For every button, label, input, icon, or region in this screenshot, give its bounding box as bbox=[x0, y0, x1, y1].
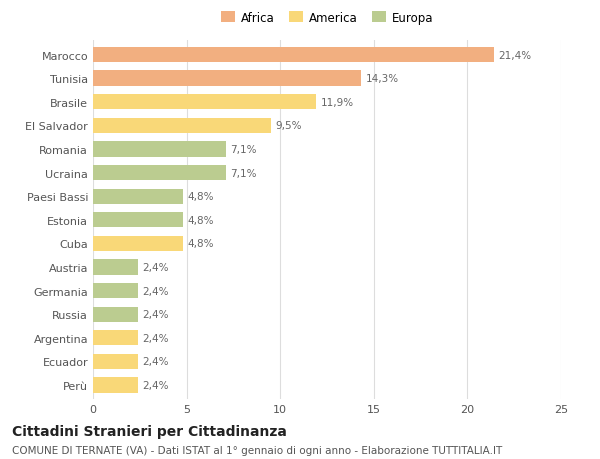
Legend: Africa, America, Europa: Africa, America, Europa bbox=[217, 8, 437, 28]
Text: 2,4%: 2,4% bbox=[143, 309, 169, 319]
Bar bbox=[93, 378, 138, 393]
Text: 7,1%: 7,1% bbox=[230, 168, 257, 178]
Bar bbox=[93, 166, 226, 181]
Text: 7,1%: 7,1% bbox=[230, 145, 257, 155]
Text: 14,3%: 14,3% bbox=[365, 74, 398, 84]
Bar bbox=[93, 330, 138, 346]
Text: 4,8%: 4,8% bbox=[188, 192, 214, 202]
Bar bbox=[93, 260, 138, 275]
Bar bbox=[93, 213, 183, 228]
Bar bbox=[93, 71, 361, 87]
Text: 9,5%: 9,5% bbox=[275, 121, 302, 131]
Text: Cittadini Stranieri per Cittadinanza: Cittadini Stranieri per Cittadinanza bbox=[12, 425, 287, 438]
Text: COMUNE DI TERNATE (VA) - Dati ISTAT al 1° gennaio di ogni anno - Elaborazione TU: COMUNE DI TERNATE (VA) - Dati ISTAT al 1… bbox=[12, 445, 502, 455]
Text: 2,4%: 2,4% bbox=[143, 263, 169, 273]
Text: 11,9%: 11,9% bbox=[320, 98, 353, 107]
Text: 21,4%: 21,4% bbox=[498, 50, 532, 61]
Text: 4,8%: 4,8% bbox=[188, 239, 214, 249]
Bar bbox=[93, 95, 316, 110]
Text: 2,4%: 2,4% bbox=[143, 286, 169, 296]
Text: 4,8%: 4,8% bbox=[188, 215, 214, 225]
Bar bbox=[93, 142, 226, 157]
Bar bbox=[93, 354, 138, 369]
Bar bbox=[93, 236, 183, 252]
Bar bbox=[93, 189, 183, 204]
Bar bbox=[93, 118, 271, 134]
Bar bbox=[93, 283, 138, 299]
Bar bbox=[93, 307, 138, 322]
Text: 2,4%: 2,4% bbox=[143, 380, 169, 390]
Text: 2,4%: 2,4% bbox=[143, 357, 169, 367]
Bar bbox=[93, 48, 494, 63]
Text: 2,4%: 2,4% bbox=[143, 333, 169, 343]
